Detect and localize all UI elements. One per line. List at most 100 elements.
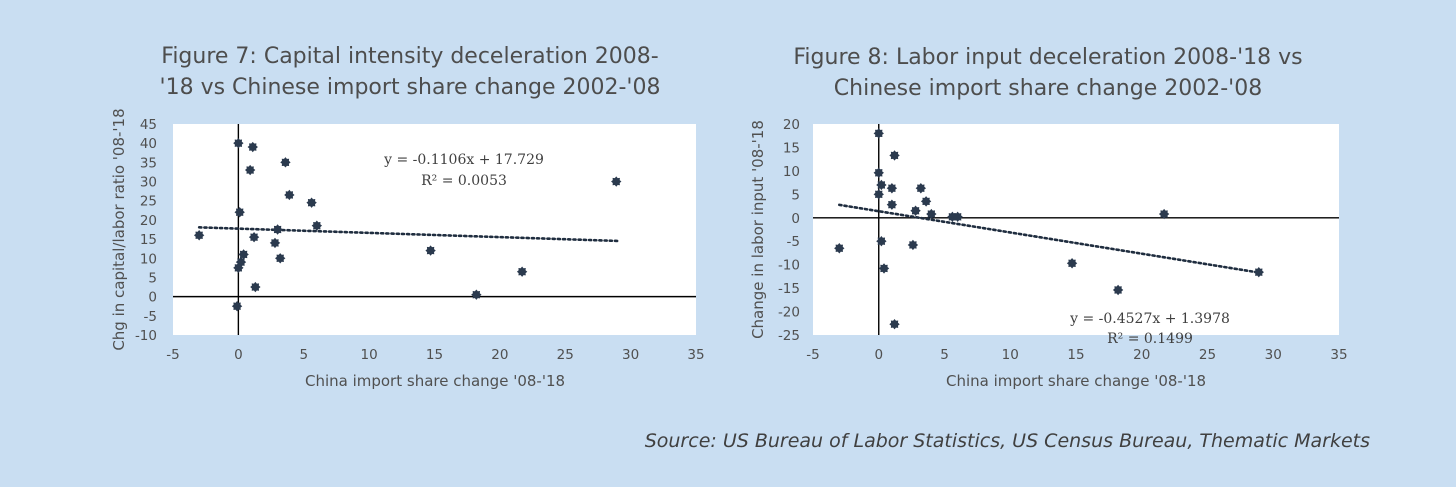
data-point (247, 141, 258, 153)
data-point (248, 231, 260, 243)
y-tick-label: 35 (140, 155, 157, 171)
trendline (837, 203, 1262, 275)
data-point (233, 137, 244, 149)
data-point (878, 263, 890, 274)
data-point (952, 211, 963, 223)
trendline-equation: y = -0.1106x + 17.729 (383, 152, 544, 168)
data-point (1066, 258, 1078, 269)
data-point (873, 189, 884, 200)
x-tick-label: 35 (687, 347, 704, 363)
figure-8-chart: -25 -20 -15 -10 -5 0 5 10 15 20 -5 0 5 10 15 20 25 30 35 Ch… (749, 117, 1348, 390)
x-tick-label: 15 (426, 347, 443, 363)
figure-7-title: Figure 7: Capital intensity deceleration… (110, 41, 710, 103)
y-tick-label: -5 (144, 309, 157, 325)
figure-8-title: Figure 8: Labor input deceleration 2008-… (748, 42, 1348, 104)
data-point (873, 128, 884, 139)
plot-area (173, 124, 696, 335)
y-tick-label: 40 (140, 136, 157, 152)
r-squared-label: R² = 0.1499 (1107, 331, 1193, 347)
trendline (197, 226, 619, 243)
x-tick-label: 25 (1199, 347, 1216, 363)
x-tick-label: 30 (622, 347, 639, 363)
data-point (876, 179, 887, 191)
x-tick-label: 30 (1265, 347, 1282, 363)
y-tick-label: 10 (783, 164, 800, 180)
y-tick-label: -25 (778, 328, 800, 344)
r-squared-label: R² = 0.0053 (421, 173, 507, 189)
figure-7-title-line-1: Figure 7: Capital intensity deceleration… (161, 44, 659, 69)
data-point (516, 266, 528, 277)
data-point (193, 230, 205, 241)
x-axis-title: China import share change '08-'18 (305, 372, 565, 390)
data-point (926, 208, 937, 220)
data-point (269, 237, 281, 249)
data-point (275, 253, 286, 264)
data-point (250, 281, 261, 293)
data-point (1253, 266, 1264, 278)
data-point (876, 236, 887, 247)
data-point (1158, 208, 1170, 220)
data-point (910, 205, 921, 216)
data-point (889, 319, 900, 330)
data-point (834, 243, 845, 254)
data-point (425, 245, 436, 256)
x-axis-title: China import share change '08-'18 (946, 372, 1206, 390)
y-tick-label: 5 (148, 270, 157, 286)
data-point (471, 289, 482, 300)
y-tick-label: 0 (148, 290, 157, 306)
x-tick-label: 0 (234, 347, 243, 363)
figure-8-title-line-1: Figure 8: Labor input deceleration 2008-… (793, 45, 1303, 70)
data-point (306, 197, 317, 208)
y-tick-label: 45 (140, 117, 157, 133)
data-point (311, 220, 323, 231)
data-point (886, 199, 898, 210)
data-point (915, 183, 927, 194)
x-tick-label: 15 (1067, 347, 1084, 363)
y-tick-label: -15 (778, 281, 800, 297)
y-tick-label: -5 (787, 234, 800, 250)
y-tick-label: 20 (140, 213, 157, 229)
y-tick-label: 20 (783, 117, 800, 133)
data-point (873, 167, 884, 178)
trendline-equation: y = -0.4527x + 1.3978 (1069, 311, 1230, 327)
y-axis-title: Change in labor input '08-'18 (749, 120, 767, 339)
x-tick-label: 10 (361, 347, 378, 363)
data-point (234, 207, 245, 218)
x-tick-label: 0 (874, 347, 883, 363)
data-point (889, 150, 900, 161)
data-point (886, 183, 898, 194)
data-point (920, 196, 932, 207)
data-point (284, 189, 295, 201)
source-note: Source: US Bureau of Labor Statistics, U… (644, 430, 1370, 452)
data-point (272, 224, 283, 235)
y-tick-label: 30 (140, 175, 157, 191)
y-tick-label: 15 (140, 232, 157, 248)
y-axis-title: Chg in capital/labor ratio '08-'18 (110, 108, 128, 350)
data-point (611, 176, 622, 187)
x-tick-label: 5 (299, 347, 308, 363)
x-tick-label: 20 (491, 347, 508, 363)
x-tick-label: 25 (557, 347, 574, 363)
data-point (231, 301, 243, 312)
x-tick-label: 20 (1133, 347, 1150, 363)
data-point (244, 164, 256, 176)
data-point (280, 157, 291, 168)
figure-8-title-line-2: Chinese import share change 2002-'08 (833, 76, 1263, 101)
data-point (907, 239, 919, 251)
y-tick-label: -10 (778, 258, 800, 274)
data-point (233, 262, 244, 274)
y-tick-label: 5 (791, 187, 800, 203)
y-tick-label: -20 (778, 305, 800, 321)
figure-7-chart: -10 -5 0 5 10 15 20 25 30 35 40 45 -5 0 5 10 15 20 25 30 35 C… (110, 108, 705, 390)
y-tick-label: 15 (783, 140, 800, 156)
y-tick-label: -10 (135, 328, 157, 344)
x-tick-label: -5 (166, 347, 179, 363)
y-tick-label: 0 (791, 211, 800, 227)
figure-7-title-line-2: '18 vs Chinese import share change 2002-… (159, 75, 661, 100)
x-tick-label: -5 (806, 347, 819, 363)
data-point (1112, 284, 1124, 296)
x-tick-label: 10 (1002, 347, 1019, 363)
x-tick-label: 5 (940, 347, 949, 363)
plot-area (813, 124, 1339, 335)
y-tick-label: 25 (140, 194, 157, 210)
